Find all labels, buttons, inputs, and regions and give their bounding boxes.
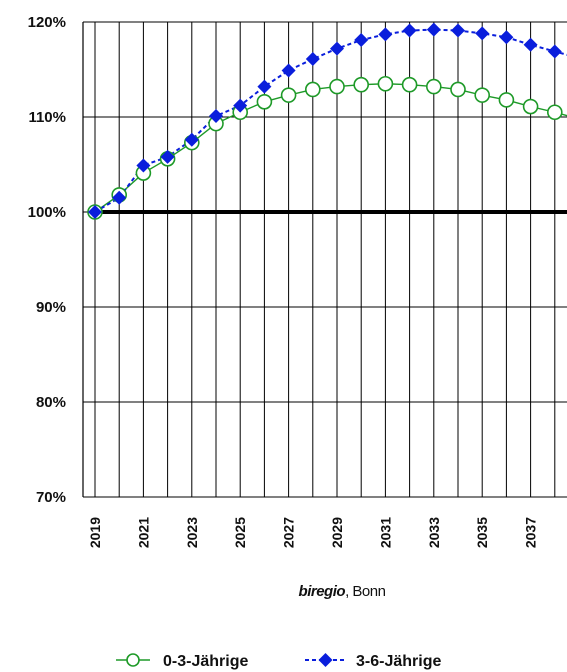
data-point-0-3-2036 xyxy=(498,92,515,108)
data-point-3-6-2023 xyxy=(184,132,199,147)
data-point-0-3-2034 xyxy=(450,81,466,98)
data-point-3-6-2032 xyxy=(402,23,417,38)
data-point-0-3-2038 xyxy=(546,104,563,121)
chart-grid xyxy=(82,21,567,498)
data-point-3-6-2027 xyxy=(281,63,296,78)
data-point-3-6-2031 xyxy=(378,27,393,42)
chart-legend: 0-3-Jährige 3-6-Jährige xyxy=(116,653,441,670)
data-point-3-6-2037 xyxy=(523,37,538,52)
data-point-0-3-2037 xyxy=(522,98,539,115)
data-point-3-6-2024 xyxy=(209,109,223,124)
x-tick-label: 2023 xyxy=(184,517,200,548)
data-point-3-6-2019 xyxy=(88,205,102,219)
source-brand: biregio xyxy=(299,583,346,600)
data-point-0-3-2035 xyxy=(474,87,491,103)
y-tick-label: 110% xyxy=(28,109,66,126)
data-point-3-6-2029 xyxy=(330,41,344,56)
data-point-0-3-2030 xyxy=(353,76,370,93)
x-tick-label: 2035 xyxy=(474,517,490,548)
data-point-0-3-2031 xyxy=(377,75,394,92)
data-point-3-6-2038 xyxy=(547,44,562,59)
legend-item-3-6: 3-6-Jährige xyxy=(305,653,441,670)
data-point-0-3-2032 xyxy=(401,76,418,93)
legend-label-0-3: 0-3-Jährige xyxy=(163,653,248,670)
data-point-3-6-2035 xyxy=(475,26,490,41)
legend-item-0-3: 0-3-Jährige xyxy=(116,653,248,670)
x-tick-label: 2027 xyxy=(281,517,297,548)
x-tick-label: 2025 xyxy=(232,517,248,548)
y-tick-label: 120% xyxy=(28,14,66,31)
x-axis-ticks: 2019 2021 2023 2025 2027 2029 2031 2033 2035 2037… xyxy=(87,517,539,548)
data-point-3-6-2025 xyxy=(233,98,248,113)
x-tick-label: 2033 xyxy=(426,517,442,548)
data-point-3-6-2036 xyxy=(499,30,514,45)
x-tick-label: 2031 xyxy=(377,517,393,548)
data-point-3-6-2026 xyxy=(257,79,272,94)
data-point-3-6-2030 xyxy=(354,33,369,48)
x-tick-label: 2019 xyxy=(87,517,103,548)
legend-marker-3-6 xyxy=(318,653,333,667)
data-point-3-6-2021 xyxy=(136,158,151,173)
y-tick-label: 100% xyxy=(28,204,66,221)
data-point-0-3-2026 xyxy=(256,94,273,110)
x-tick-label: 2037 xyxy=(523,517,539,548)
source-location: , Bonn xyxy=(345,583,386,600)
data-point-0-3-2028 xyxy=(304,81,321,98)
data-point-3-6-2028 xyxy=(305,52,320,67)
y-tick-label: 90% xyxy=(36,299,66,316)
data-point-0-3-2029 xyxy=(329,78,345,95)
data-point-0-3-2033 xyxy=(425,78,442,95)
y-axis-ticks: 70% 80% 90% 100% 110% 120% xyxy=(28,14,66,506)
series-group xyxy=(87,22,567,220)
data-point-0-3-2027 xyxy=(280,87,297,103)
legend-marker-0-3 xyxy=(126,653,140,667)
data-point-3-6-2033 xyxy=(426,22,441,37)
series-line-1 xyxy=(94,83,567,213)
x-tick-label: 2029 xyxy=(329,517,345,548)
source-note: biregio, Bonn xyxy=(299,583,386,600)
data-point-3-6-2034 xyxy=(451,23,465,38)
x-tick-label: 2021 xyxy=(135,517,151,548)
data-point-3-6-2022 xyxy=(160,149,175,164)
series-line-2 xyxy=(94,28,567,213)
y-tick-label: 70% xyxy=(36,489,66,506)
legend-label-3-6: 3-6-Jährige xyxy=(356,653,441,670)
y-tick-label: 80% xyxy=(36,394,66,411)
data-point-3-6-2020 xyxy=(112,190,127,205)
